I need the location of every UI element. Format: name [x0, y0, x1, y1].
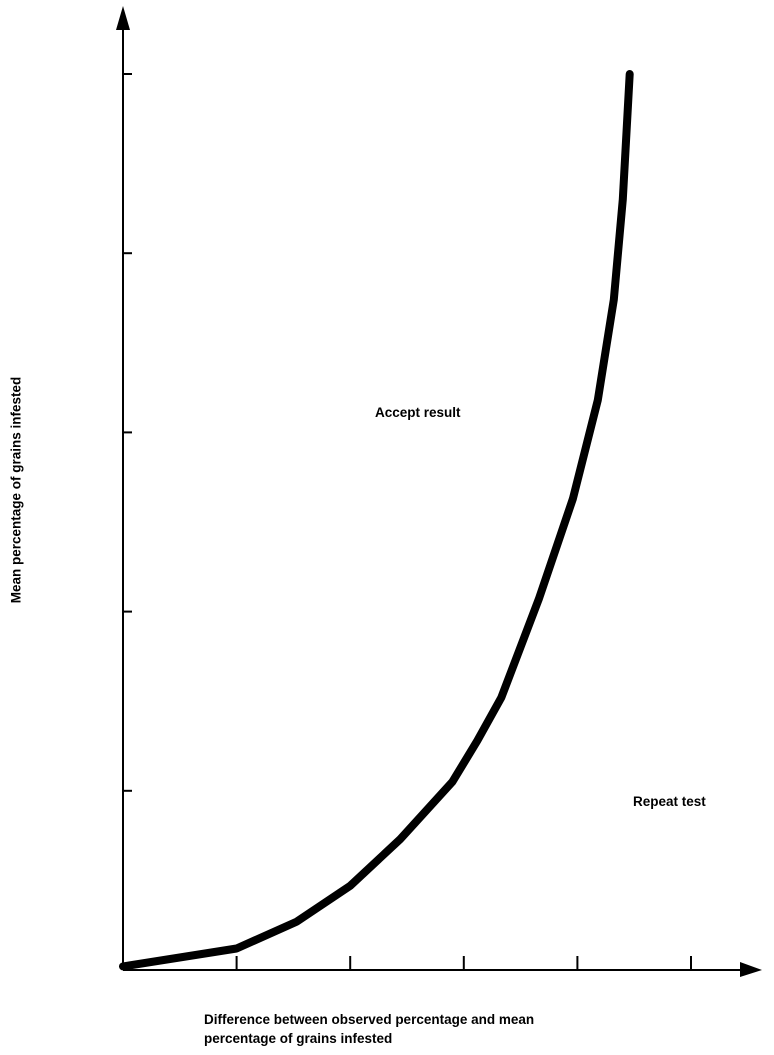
curve-series: [119, 70, 634, 971]
y-axis-label: Mean percentage of grains infested: [8, 376, 24, 604]
x-axis-label: Difference between observed percentage a…: [204, 1010, 534, 1048]
y-axis-arrow: [116, 6, 130, 30]
annotation-repeat-test: Repeat test: [633, 794, 706, 809]
x-axis-arrow: [740, 962, 762, 977]
x-axis-label-line-2: percentage of grains infested: [204, 1031, 393, 1046]
annotation-accept-result: Accept result: [375, 405, 461, 420]
x-axis-label-line-1: Difference between observed percentage a…: [204, 1012, 535, 1027]
